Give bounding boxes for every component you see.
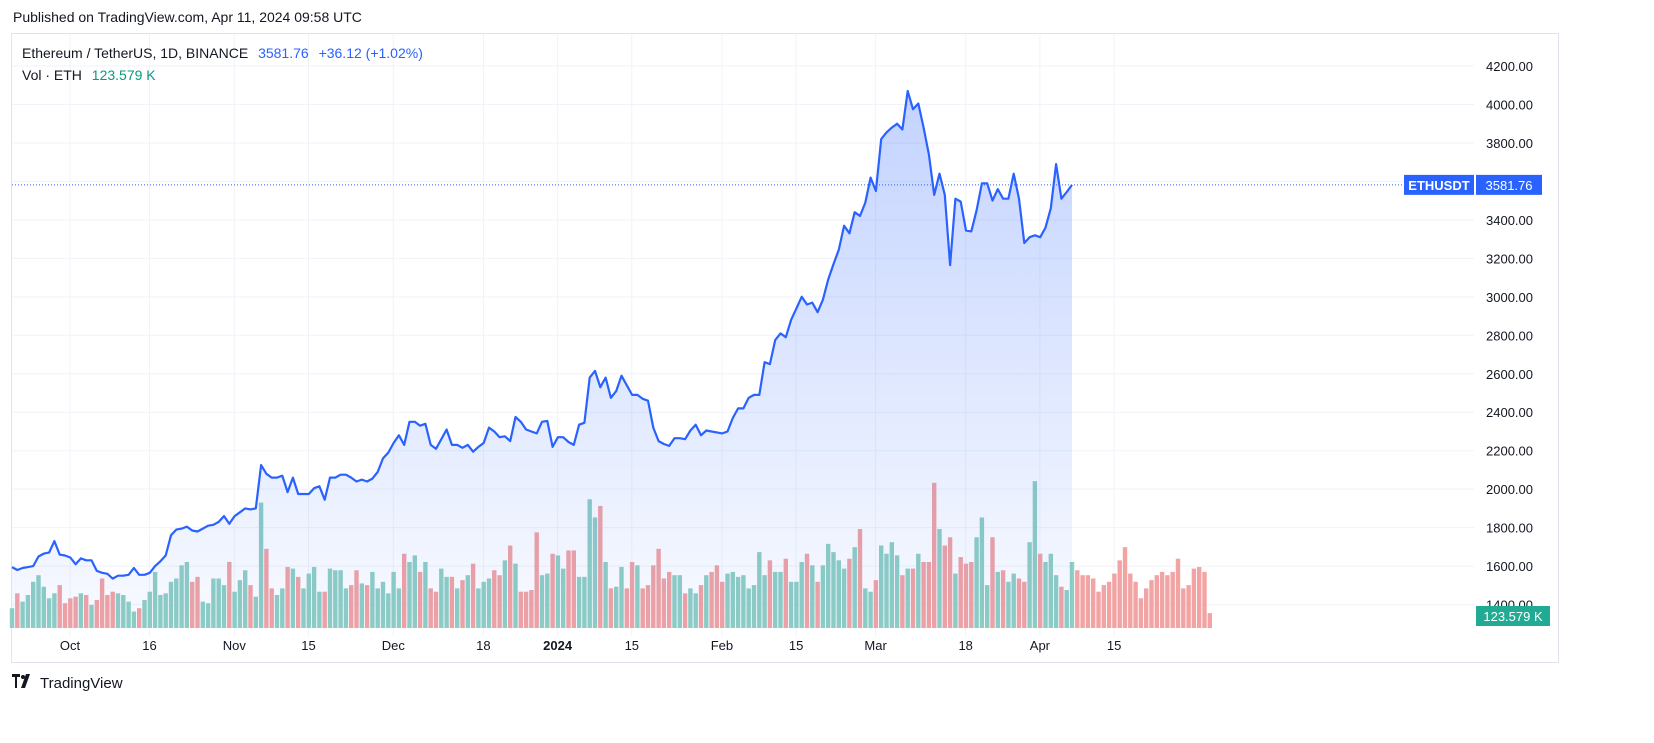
volume-bar — [1133, 581, 1138, 628]
legend-price: 3581.76 — [258, 45, 309, 61]
volume-bar — [1138, 598, 1144, 628]
price-tag-label: ETHUSDT — [1408, 178, 1469, 193]
tradingview-logo-icon — [12, 674, 34, 692]
volume-bar — [1117, 560, 1122, 628]
y-tick-label: 4200.00 — [1486, 59, 1533, 74]
x-tick-label: Apr — [1030, 638, 1051, 653]
y-tick-label: 2600.00 — [1486, 367, 1533, 382]
volume-bar — [1191, 568, 1197, 628]
y-tick-label: 1800.00 — [1486, 521, 1533, 536]
x-tick-label: 15 — [789, 638, 803, 653]
legend-vol-value: 123.579 K — [91, 67, 156, 83]
x-tick-label: 15 — [301, 638, 315, 653]
volume-bar — [1106, 581, 1112, 628]
x-tick-label: Nov — [223, 638, 247, 653]
x-tick-label: Oct — [60, 638, 81, 653]
volume-bar — [1207, 613, 1212, 628]
y-tick-label: 3000.00 — [1486, 290, 1533, 305]
x-tick-label: Mar — [864, 638, 887, 653]
volume-bar — [1101, 585, 1106, 628]
volume-tag-value: 123.579 K — [1483, 609, 1543, 624]
legend-change: +36.12 (+1.02%) — [318, 45, 423, 61]
volume-bar — [1075, 570, 1080, 628]
volume-bar — [1112, 573, 1117, 628]
volume-bar — [1175, 558, 1181, 628]
legend-symbol-row: Ethereum / TetherUS, 1D, BINANCE 3581.76… — [22, 42, 423, 64]
x-tick-label: 18 — [476, 638, 490, 653]
volume-bar — [1186, 585, 1191, 628]
volume-bar — [1085, 575, 1091, 628]
y-tick-label: 1600.00 — [1486, 559, 1533, 574]
volume-bar — [1080, 575, 1085, 628]
x-tick-label: 16 — [142, 638, 156, 653]
y-tick-label: 4000.00 — [1486, 97, 1533, 112]
y-tick-label: 3800.00 — [1486, 136, 1533, 151]
volume-bar — [1170, 571, 1175, 628]
x-tick-label: 15 — [625, 638, 639, 653]
x-tick-label: Feb — [711, 638, 733, 653]
price-line — [11, 89, 1073, 580]
volume-bar — [1154, 575, 1159, 628]
volume-bar — [1096, 591, 1101, 628]
price-tag: ETHUSDT 3581.76 — [1404, 174, 1542, 195]
chart-panel[interactable] — [11, 33, 1559, 663]
y-tick-label: 2000.00 — [1486, 482, 1533, 497]
x-tick-label: 18 — [958, 638, 972, 653]
y-tick-label: 2800.00 — [1486, 328, 1533, 343]
price-area — [11, 89, 1073, 628]
volume-bar — [1144, 588, 1149, 628]
legend-volume-row: Vol · ETH 123.579 K — [22, 64, 423, 86]
legend-symbol[interactable]: Ethereum / TetherUS, 1D, BINANCE — [22, 45, 249, 61]
chart-legend: Ethereum / TetherUS, 1D, BINANCE 3581.76… — [22, 42, 423, 86]
volume-bar — [1197, 566, 1202, 628]
brand-label: TradingView — [40, 674, 123, 692]
volume-bar — [1159, 571, 1165, 628]
x-tick-label: 2024 — [543, 638, 573, 653]
price-area-fill — [12, 91, 1072, 628]
volume-bar — [1202, 571, 1207, 628]
volume-bar — [1122, 547, 1128, 628]
price-tag-value: 3581.76 — [1486, 178, 1533, 193]
price-axis: 4200.004000.003800.003600.003400.003200.… — [1486, 59, 1533, 613]
y-tick-label: 3400.00 — [1486, 213, 1533, 228]
time-axis: Oct 16 Nov 15 Dec 18 2024 15 Feb 15 Mar 18 Apr 15 — [60, 638, 1121, 653]
price-tag-label-box — [1404, 174, 1474, 195]
volume-bar — [1091, 578, 1096, 628]
axis-tags: ETHUSDT 3581.76 123.579 K — [12, 174, 1550, 626]
volume-bar — [1165, 575, 1170, 628]
y-tick-label: 2200.00 — [1486, 444, 1533, 459]
tradingview-brand[interactable]: TradingView — [12, 674, 123, 692]
x-tick-label: Dec — [382, 638, 406, 653]
volume-tag: 123.579 K — [1476, 606, 1550, 626]
volume-bar — [1128, 573, 1133, 628]
price-tag-value-box — [1476, 174, 1542, 195]
tv-logo-glyph — [12, 674, 30, 688]
y-tick-label: 3200.00 — [1486, 251, 1533, 266]
published-caption: Published on TradingView.com, Apr 11, 20… — [13, 9, 362, 25]
volume-bar — [1181, 588, 1186, 628]
legend-vol-label[interactable]: Vol · ETH — [22, 67, 82, 83]
y-tick-label: 2400.00 — [1486, 405, 1533, 420]
x-tick-label: 15 — [1107, 638, 1121, 653]
volume-bar — [1149, 580, 1154, 628]
volume-tag-box — [1476, 606, 1550, 626]
